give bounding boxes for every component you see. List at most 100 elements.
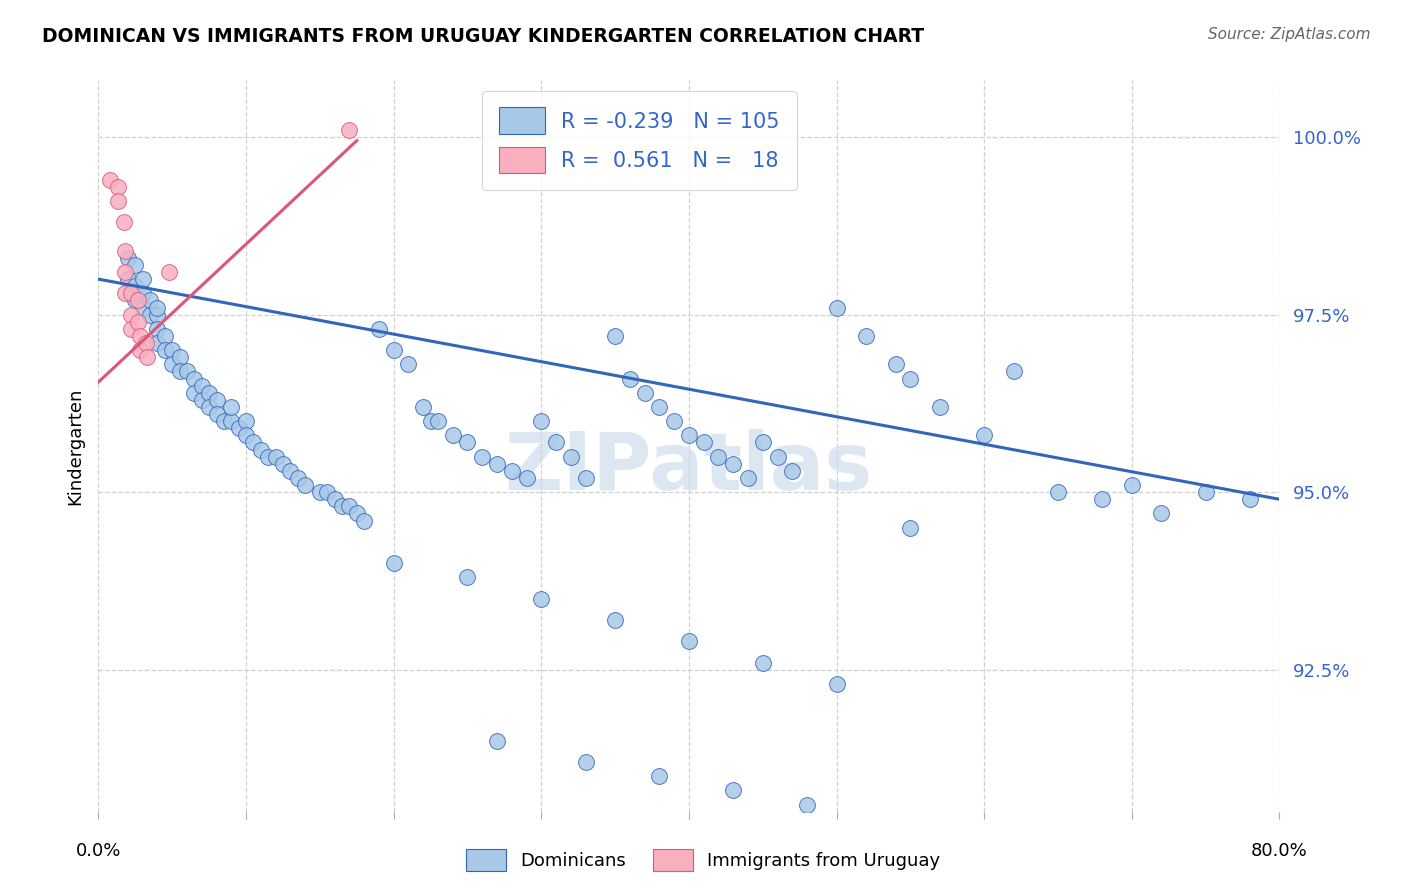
Point: [782, 464, 804, 478]
Point: [752, 656, 775, 670]
Point: [139, 293, 162, 308]
Point: [501, 464, 523, 478]
Point: [323, 492, 346, 507]
Point: [884, 357, 907, 371]
Point: [162, 343, 183, 358]
Point: [530, 591, 553, 606]
Point: [309, 485, 332, 500]
Point: [1195, 485, 1218, 500]
Point: [128, 329, 150, 343]
Point: [221, 414, 243, 428]
Point: [330, 500, 353, 514]
Point: [242, 435, 264, 450]
Point: [132, 286, 155, 301]
Point: [1150, 507, 1173, 521]
Point: [560, 450, 582, 464]
Point: [707, 450, 730, 464]
Point: [752, 435, 775, 450]
Point: [471, 450, 494, 464]
Y-axis label: Kindergarten: Kindergarten: [66, 387, 84, 505]
Point: [664, 414, 686, 428]
Point: [441, 428, 464, 442]
Point: [146, 336, 169, 351]
Point: [228, 421, 250, 435]
Point: [486, 457, 509, 471]
Point: [575, 755, 598, 769]
Point: [605, 329, 627, 343]
Point: [1091, 492, 1114, 507]
Text: 80.0%: 80.0%: [1251, 842, 1308, 860]
Legend: R = -0.239   N = 105, R =  0.561   N =   18: R = -0.239 N = 105, R = 0.561 N = 18: [482, 91, 797, 190]
Point: [546, 435, 568, 450]
Point: [124, 279, 146, 293]
Point: [191, 392, 214, 407]
Point: [457, 435, 479, 450]
Text: DOMINICAN VS IMMIGRANTS FROM URUGUAY KINDERGARTEN CORRELATION CHART: DOMINICAN VS IMMIGRANTS FROM URUGUAY KIN…: [42, 27, 924, 45]
Point: [132, 272, 155, 286]
Point: [678, 634, 700, 648]
Point: [678, 428, 700, 442]
Point: [205, 392, 228, 407]
Point: [287, 471, 309, 485]
Point: [264, 450, 287, 464]
Point: [169, 364, 191, 378]
Point: [146, 301, 169, 315]
Point: [339, 500, 361, 514]
Point: [723, 457, 745, 471]
Point: [575, 471, 598, 485]
Point: [723, 783, 745, 797]
Point: [198, 385, 221, 400]
Point: [191, 378, 214, 392]
Point: [693, 435, 716, 450]
Point: [136, 350, 159, 364]
Point: [162, 357, 183, 371]
Point: [382, 556, 405, 570]
Point: [120, 322, 142, 336]
Point: [353, 514, 375, 528]
Point: [114, 286, 136, 301]
Point: [648, 769, 671, 783]
Point: [516, 471, 538, 485]
Point: [128, 343, 150, 358]
Point: [648, 400, 671, 414]
Point: [114, 265, 136, 279]
Point: [183, 385, 205, 400]
Point: [212, 414, 235, 428]
Text: Source: ZipAtlas.com: Source: ZipAtlas.com: [1208, 27, 1371, 42]
Point: [153, 343, 176, 358]
Point: [107, 179, 129, 194]
Point: [139, 308, 162, 322]
Point: [135, 336, 157, 351]
Point: [634, 385, 657, 400]
Point: [120, 308, 142, 322]
Point: [117, 272, 139, 286]
Point: [127, 315, 149, 329]
Point: [117, 251, 139, 265]
Point: [427, 414, 450, 428]
Point: [486, 733, 509, 747]
Point: [419, 414, 441, 428]
Point: [855, 329, 877, 343]
Point: [127, 293, 149, 308]
Point: [198, 400, 221, 414]
Point: [1121, 478, 1143, 492]
Point: [124, 258, 146, 272]
Point: [107, 194, 129, 208]
Legend: Dominicans, Immigrants from Uruguay: Dominicans, Immigrants from Uruguay: [458, 842, 948, 879]
Point: [1239, 492, 1261, 507]
Point: [169, 350, 191, 364]
Point: [530, 414, 553, 428]
Point: [412, 400, 434, 414]
Point: [112, 215, 135, 229]
Point: [973, 428, 995, 442]
Point: [1046, 485, 1070, 500]
Point: [146, 308, 169, 322]
Point: [825, 677, 848, 691]
Text: 0.0%: 0.0%: [76, 842, 121, 860]
Point: [398, 357, 420, 371]
Point: [205, 407, 228, 421]
Point: [339, 123, 361, 137]
Point: [183, 371, 205, 385]
Point: [235, 414, 257, 428]
Point: [929, 400, 952, 414]
